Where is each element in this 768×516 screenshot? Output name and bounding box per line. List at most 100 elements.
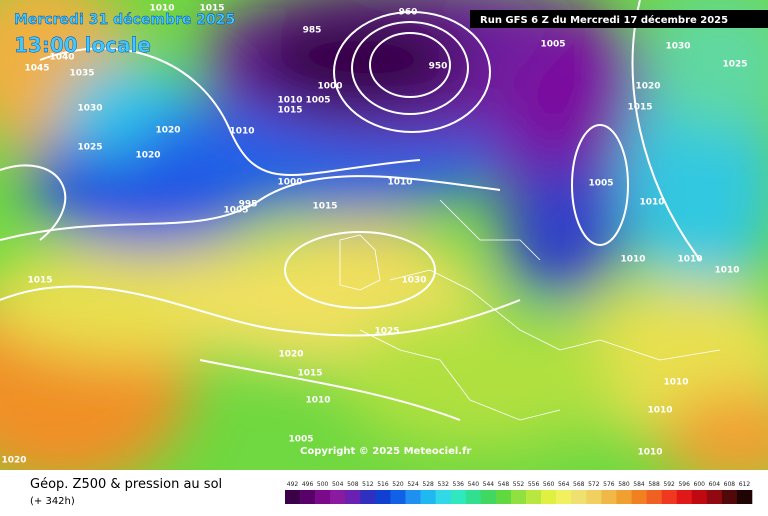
colorbar-swatch [480,490,497,504]
isobar-label: 1010 [637,448,662,458]
date: Mercredi 31 décembre 2025 [14,12,235,28]
colorbar-label: 556 [528,481,540,488]
colorbar-swatch [646,490,662,504]
isobar-label: 1010 [620,255,645,265]
colorbar-swatch [405,490,421,504]
colorbar-label: 572 [588,481,600,488]
run-info: Run GFS 6 Z du Mercredi 17 décembre 2025 [480,14,728,26]
isobar-label: 1020 [1,456,26,466]
colorbar-label: 576 [603,481,615,488]
colorbar-label: 612 [739,481,751,488]
colorbar-swatch [541,490,557,504]
colorbar-label: 500 [317,481,329,488]
colorbar-swatch [616,490,632,504]
isobar-label: 1005 [223,206,248,216]
colorbar-label: 544 [483,481,495,488]
isobar-label: 950 [429,62,448,72]
isobar-label: 1020 [635,82,660,92]
colorbar-swatch [390,490,406,504]
colorbar-label: 584 [633,481,645,488]
isobar-label: 1015 [627,103,652,113]
colorbar-label: 540 [468,481,480,488]
isobar-label: 1010 [677,255,702,265]
colorbar-swatch [706,490,723,504]
isobar-label: 1005 [305,96,330,106]
colorbar-swatch [676,490,693,504]
isobar-label: 1010 [647,406,672,416]
colorbar-swatch [601,490,617,504]
isobar-label: 1025 [374,327,399,337]
colorbar-label: 508 [347,481,359,488]
colorbar-swatch [510,490,527,504]
isobar-label: 1035 [69,69,94,79]
colorbar-swatch [526,490,542,504]
colorbar-swatch [721,490,738,504]
colorbar-label: 520 [392,481,404,488]
isobar-label: 1015 [277,106,302,116]
colorbar-label: 596 [678,481,690,488]
colorbar-swatch [661,490,677,504]
colorbar-label: 516 [377,481,389,488]
isobar-label: 1010 [149,4,174,14]
colorbar-label: 532 [437,481,449,488]
isobar-label: 1030 [665,42,690,52]
colorbar-label: 528 [422,481,434,488]
colorbar-swatch [315,490,331,504]
colorbar-swatch [495,490,512,504]
colorbar-label: 552 [513,481,525,488]
colorbar-swatch [631,490,647,504]
isobar-label: 1010 [387,178,412,188]
colorbar-label: 496 [302,481,314,488]
isobar-label: 1015 [199,4,224,14]
isobar-label: 1030 [401,276,426,286]
isobar-label: 1020 [278,350,303,360]
colorbar-label: 568 [573,481,585,488]
colorbar-label: 564 [558,481,570,488]
isobar-label: 1010 [305,396,330,406]
isobar-label: 960 [399,8,418,18]
colorbar-swatch [330,490,346,504]
isobar-label: 1010 [714,266,739,276]
colorbar-label: 592 [663,481,675,488]
isobar-label: 1005 [588,179,613,189]
isobar-label: 1015 [297,369,322,379]
colorbar-swatch [571,490,587,504]
colorbar-swatch [345,490,361,504]
isobar-label: 1040 [49,53,74,63]
isobar-label: 1025 [77,143,102,153]
colorbar-label: 560 [543,481,555,488]
isobar-label: 985 [303,26,322,36]
isobar-lines [0,0,701,421]
colorbar-swatch [465,490,482,504]
isobar-label: 1015 [27,276,52,286]
colorbar-label: 604 [709,481,721,488]
colorbar-label: 600 [694,481,706,488]
isobar-label: 1020 [135,151,160,161]
colorbar-label: 524 [407,481,419,488]
colorbar-label: 536 [453,481,465,488]
map-field [0,0,768,470]
colorbar-swatch [556,490,572,504]
isobar-label: 995 [239,200,258,210]
colorbar-label: 608 [724,481,736,488]
isobar-label: 1030 [77,104,102,114]
isobar-label: 1015 [312,202,337,212]
colorbar-swatch [300,490,316,504]
isobar-label: 1005 [288,435,313,445]
copyright: Copyright © 2025 Meteociel.fr [300,446,471,457]
forecast-lead: (+ 342h) [30,496,75,507]
colorbar-label: 588 [648,481,660,488]
colorbar-swatch [375,490,391,504]
colorbar-swatch [360,490,376,504]
footer-title: Géop. Z500 & pression au sol [30,477,222,492]
colorbar-label: 548 [498,481,510,488]
coastlines [339,199,721,421]
isobar-label: 1045 [24,64,49,74]
colorbar-swatch [450,490,467,504]
isobar-label: 1020 [155,126,180,136]
colorbar-label: 512 [362,481,374,488]
isobar-label: 1010 [229,127,254,137]
colorbar-swatch [736,490,753,504]
